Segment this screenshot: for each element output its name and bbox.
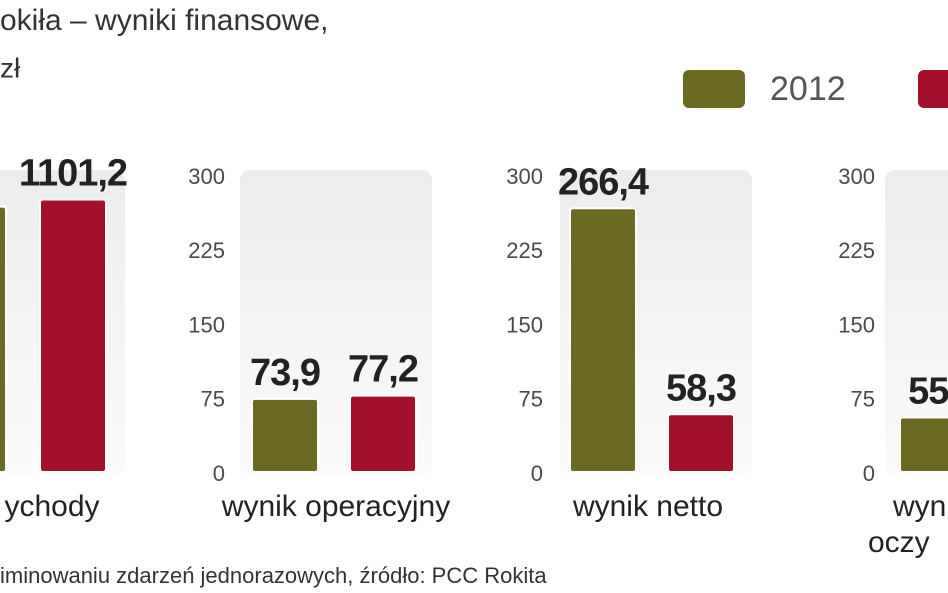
y-tick-label: 0 xyxy=(863,461,875,486)
bar xyxy=(251,397,319,473)
value-label: 77,2 xyxy=(348,349,418,391)
footnote: iminowaniu zdarzeń jednorazowych, źródło… xyxy=(0,563,547,588)
subtitle: zł xyxy=(0,52,21,83)
y-tick-label: 225 xyxy=(506,238,543,263)
bar xyxy=(569,207,637,473)
value-label: 1101,2 xyxy=(19,152,127,194)
y-tick-label: 225 xyxy=(838,238,875,263)
category-label: wyn oczy xyxy=(868,490,946,559)
y-tick-label: 150 xyxy=(838,312,875,337)
y-tick-label: 300 xyxy=(506,164,543,189)
title: okiła – wyniki finansowe, xyxy=(0,4,329,37)
category-label: wynik netto xyxy=(572,490,723,523)
y-tick-label: 300 xyxy=(838,164,875,189)
y-tick-label: 75 xyxy=(851,387,875,412)
bar xyxy=(349,394,417,473)
y-tick-label: 150 xyxy=(506,312,543,337)
legend-label: 2012 xyxy=(770,70,846,108)
panel-background xyxy=(885,170,948,475)
category-label: wynik operacyjny xyxy=(221,490,450,523)
bar xyxy=(667,413,735,473)
y-tick-label: 150 xyxy=(188,312,225,337)
y-tick-label: 75 xyxy=(519,387,543,412)
value-label: 55, xyxy=(908,371,948,413)
category-label: ychody xyxy=(4,490,99,523)
value-label: 266,4 xyxy=(558,161,649,203)
legend-swatch xyxy=(918,70,948,108)
y-tick-label: 300 xyxy=(188,164,225,189)
bar xyxy=(0,205,7,473)
y-tick-label: 0 xyxy=(213,461,225,486)
value-label: 73,9 xyxy=(250,352,320,394)
bar xyxy=(39,198,107,473)
value-label: 58,3 xyxy=(666,367,736,409)
y-tick-label: 75 xyxy=(201,387,225,412)
y-tick-label: 0 xyxy=(531,461,543,486)
legend-swatch xyxy=(683,70,745,108)
bar xyxy=(899,416,948,473)
y-tick-label: 225 xyxy=(188,238,225,263)
